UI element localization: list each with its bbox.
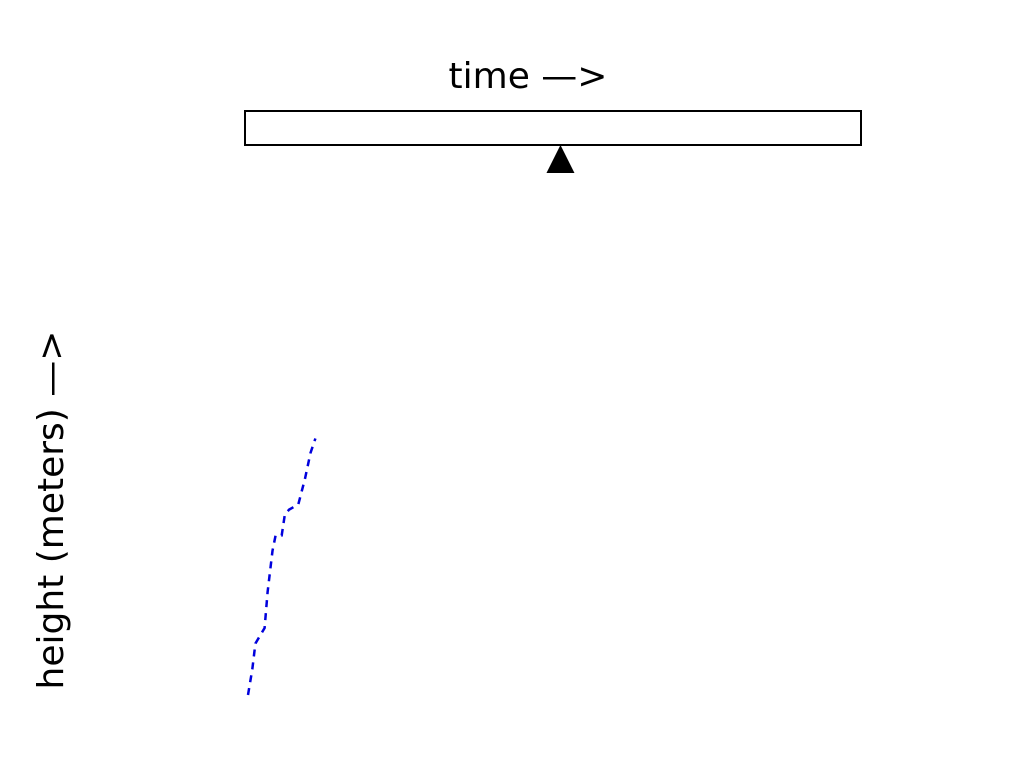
timeline-bar[interactable] bbox=[244, 110, 862, 146]
series-line-0 bbox=[246, 438, 317, 696]
timeline-marker-triangle[interactable] bbox=[546, 145, 575, 173]
y-axis-label: height (meters) —> bbox=[31, 331, 72, 690]
series-layer bbox=[246, 438, 317, 696]
timeline-bar-group[interactable] bbox=[244, 110, 862, 173]
x-axis-label: time —> bbox=[449, 56, 608, 97]
